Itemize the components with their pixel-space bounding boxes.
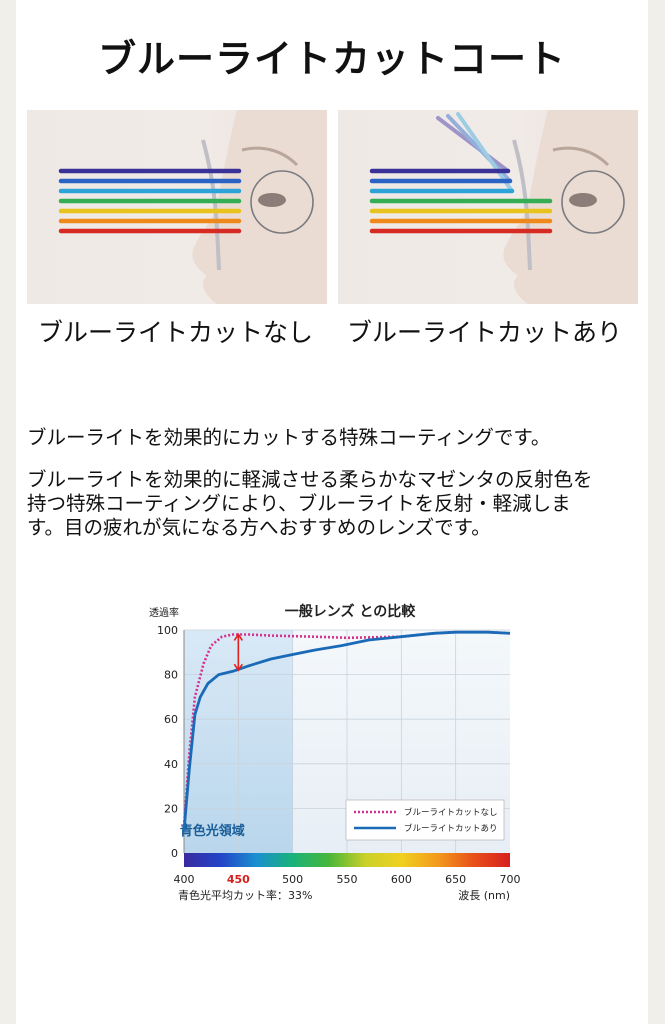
x-tick-label: 400 [174,873,195,886]
arrow-head-bottom [233,663,243,672]
paragraph-line: 持つ特殊コーティングにより、ブルーライトを反射・軽減しま [27,492,571,515]
paragraph-description: ブルーライトを効果的に軽減させる柔らかなマゼンタの反射色を 持つ特殊コーティング… [27,468,642,540]
arrow-head-top [233,633,243,641]
x-axis-label: 波長 (nm) [458,889,510,902]
y-tick-label: 100 [157,624,178,637]
spectrum-bar [184,853,510,867]
y-tick-label: 20 [164,802,178,815]
x-tick-label: 450 [227,873,250,886]
paragraph-line: ブルーライトを効果的に軽減させる柔らかなマゼンタの反射色を [27,468,593,491]
legend-box [345,799,505,841]
photo-with-cut [338,110,638,304]
caption-with-cut: ブルーライトカットあり [347,318,623,347]
footnote: 青色光平均カット率：33% [178,888,312,902]
x-tick-label: 550 [337,873,358,886]
transmission-chart: 0 20 40 60 80 100 400 450 500 550 600 650 700 一般レンズ と… [120,596,521,906]
legend-label: ブルーライトカットなし [404,807,498,818]
chart-title: 一般レンズ との比較 [285,603,416,620]
x-tick-label: 650 [445,873,466,886]
y-tick-label: 40 [164,758,178,771]
legend-label: ブルーライトカットあり [404,823,498,834]
x-tick-label: 700 [500,873,521,886]
page-title: ブルーライトカットコート [97,37,566,81]
caption-without-cut: ブルーライトカットなし [38,318,314,347]
y-tick-label: 0 [171,847,178,860]
y-axis-label: 透過率 [149,606,179,619]
photo-without-cut [27,110,327,304]
region-label: 青色光領域 [180,823,245,839]
y-tick-label: 60 [164,713,178,726]
x-tick-label: 500 [282,873,303,886]
y-tick-label: 80 [164,669,178,682]
x-tick-label: 600 [391,873,412,886]
paragraph-intro: ブルーライトを効果的にカットする特殊コーティングです。 [27,426,551,449]
paragraph-line: す。目の疲れが気になる方へおすすめのレンズです。 [27,516,491,539]
series-line-2 [182,630,511,831]
